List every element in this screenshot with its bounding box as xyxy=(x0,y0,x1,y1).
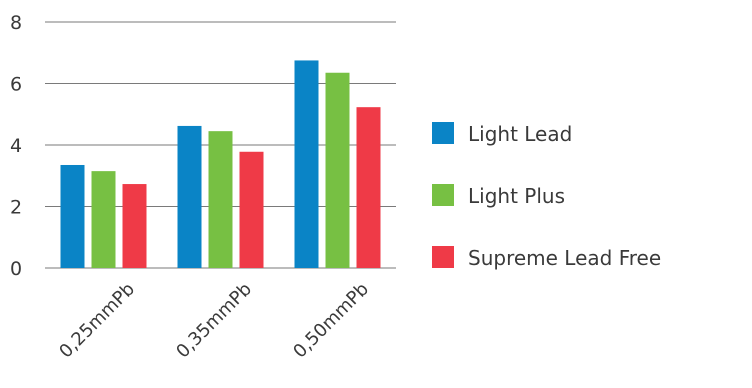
bars xyxy=(60,60,381,269)
legend-label: Light Lead xyxy=(468,122,572,146)
bar-light-plus xyxy=(91,171,116,268)
y-tick-label: 4 xyxy=(10,135,22,157)
legend-label: Light Plus xyxy=(468,184,565,208)
legend-label: Supreme Lead Free xyxy=(468,246,661,270)
bar-supreme-lead-free xyxy=(356,107,381,269)
bar-supreme-lead-free xyxy=(239,151,264,268)
y-tick-label: 6 xyxy=(10,74,22,96)
y-axis-ticks: 0 2 4 6 8 xyxy=(10,12,22,280)
legend: Light Lead Light Plus Supreme Lead Free xyxy=(432,122,661,270)
legend-swatch xyxy=(432,246,454,268)
x-axis-ticks: 0,25mmPb 0,35mmPb 0,50mmPb xyxy=(55,279,373,363)
bar-supreme-lead-free xyxy=(122,184,147,268)
y-tick-label: 2 xyxy=(10,197,22,219)
bar-light-lead xyxy=(60,164,85,268)
y-tick-label: 8 xyxy=(10,12,22,34)
legend-swatch xyxy=(432,184,454,206)
y-tick-label: 0 xyxy=(10,258,22,280)
bar-light-lead xyxy=(294,60,319,268)
bar-light-plus xyxy=(208,131,233,268)
bar-light-lead xyxy=(177,125,202,268)
legend-swatch xyxy=(432,122,454,144)
x-tick-label: 0,35mmPb xyxy=(172,279,256,363)
bar-light-plus xyxy=(325,72,350,268)
x-tick-label: 0,25mmPb xyxy=(55,279,139,363)
x-tick-label: 0,50mmPb xyxy=(289,279,373,363)
